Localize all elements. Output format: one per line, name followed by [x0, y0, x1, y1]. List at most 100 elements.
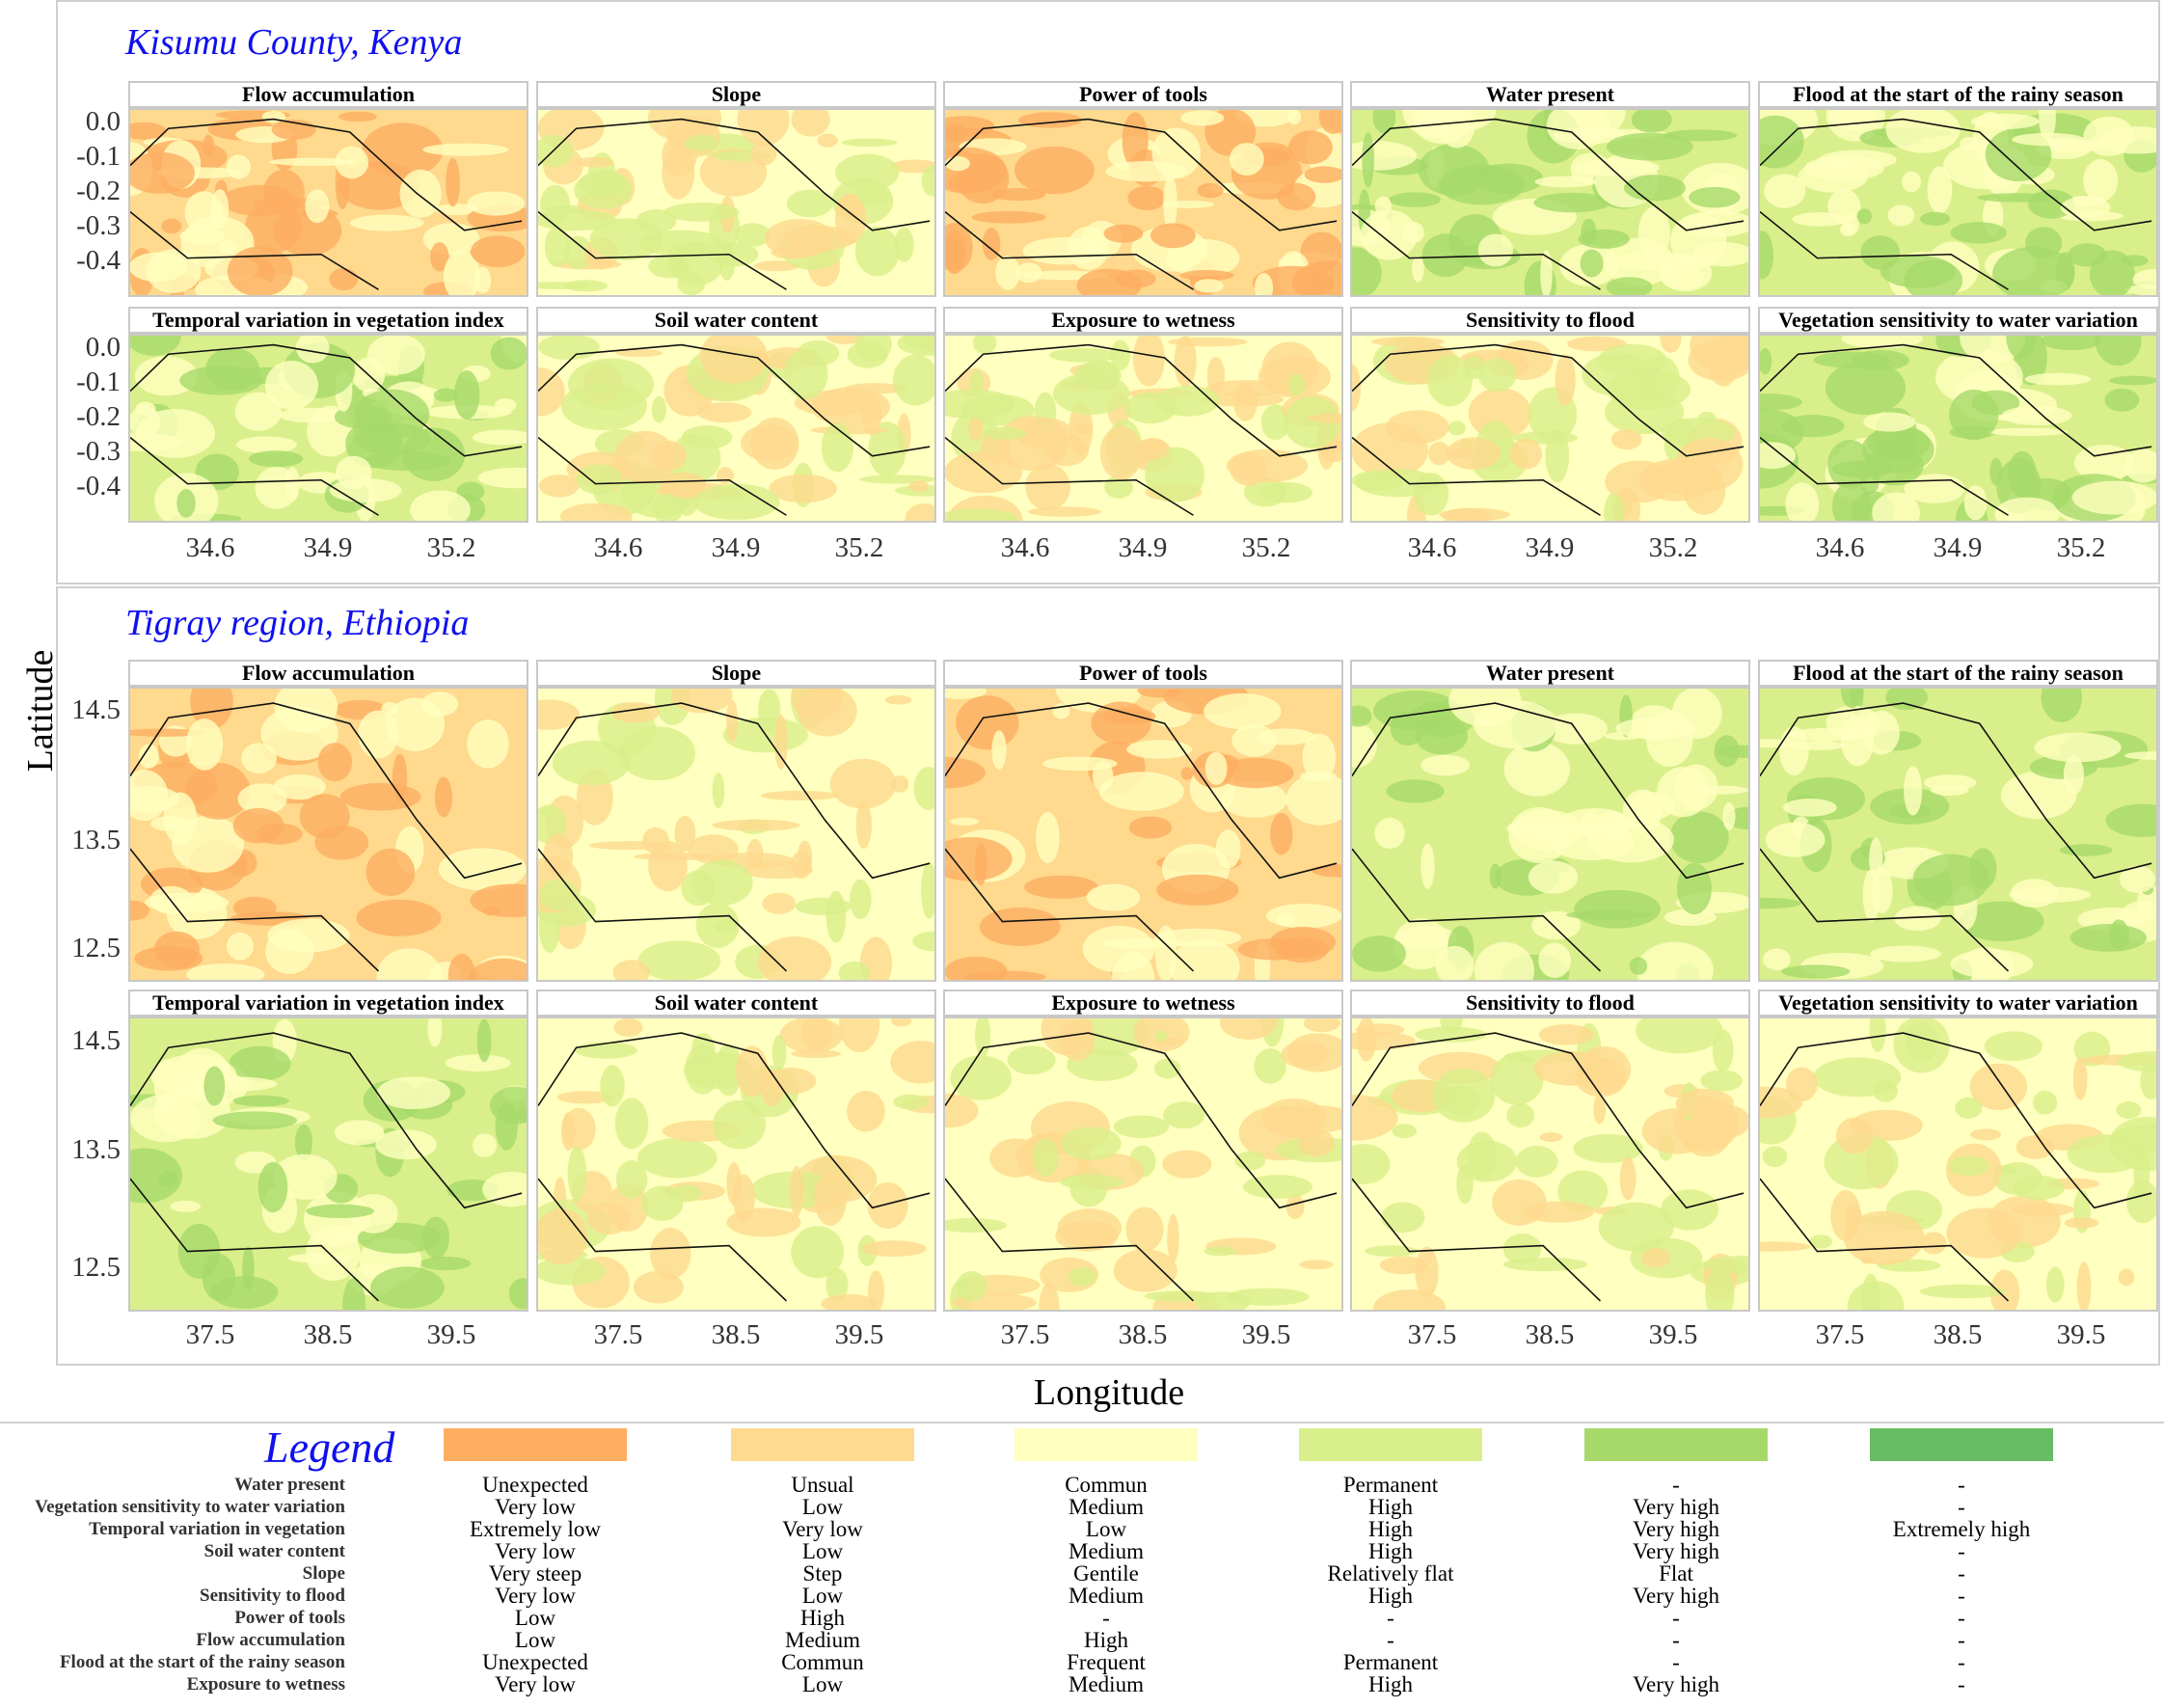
legend-cell: High: [1368, 1517, 1413, 1541]
legend-cell: -: [1958, 1628, 1965, 1652]
x-tick-label: 35.2: [1241, 532, 1291, 563]
legend-cell: Unexpected: [482, 1650, 588, 1674]
x-tick-label: 37.5: [185, 1319, 235, 1350]
legend-cell: -: [1387, 1628, 1394, 1652]
legend-row-label: Temporal variation in vegetation: [89, 1519, 345, 1539]
x-tick-label: 37.5: [1000, 1319, 1050, 1350]
legend-cell: Very low: [495, 1584, 576, 1608]
x-tick-label: 39.5: [2056, 1319, 2106, 1350]
panel-title: Water present: [1350, 660, 1750, 687]
x-tick-label: 39.5: [426, 1319, 476, 1350]
legend-cell: -: [1958, 1672, 1965, 1696]
legend-cell: -: [1672, 1606, 1680, 1630]
panel-title: Flow accumulation: [128, 660, 528, 687]
y-tick-label: -0.1: [76, 141, 121, 172]
legend-cell: Unexpected: [482, 1473, 588, 1497]
panel-title: Soil water content: [536, 990, 936, 1017]
map-panel: Flow accumulation: [128, 81, 528, 297]
map-raster: [943, 687, 1343, 982]
map-panel: Vegetation sensitivity to water variatio…: [1758, 307, 2158, 523]
x-tick-label: 38.5: [1525, 1319, 1575, 1350]
panel-title: Temporal variation in vegetation index: [128, 307, 528, 334]
x-tick-label: 34.9: [303, 532, 353, 563]
legend-cell: Medium: [1068, 1672, 1144, 1696]
legend-cell: -: [1958, 1561, 1965, 1586]
map-raster: [1350, 108, 1750, 297]
y-tick-label: -0.3: [76, 436, 121, 467]
x-tick-label: 34.9: [711, 532, 761, 563]
y-tick-label: -0.2: [76, 401, 121, 432]
legend-cell: High: [1368, 1584, 1413, 1608]
panel-title: Sensitivity to flood: [1350, 307, 1750, 334]
x-tick-label: 34.6: [1815, 532, 1865, 563]
map-panel: Temporal variation in vegetation index: [128, 990, 528, 1312]
legend-cell: Step: [802, 1561, 843, 1586]
map-panel: Slope: [536, 81, 936, 297]
legend-row-label: Exposure to wetness: [186, 1674, 345, 1694]
legend-cell: Medium: [1068, 1495, 1144, 1519]
panel-title: Flood at the start of the rainy season: [1758, 660, 2158, 687]
y-tick-label: 12.5: [71, 933, 121, 963]
legend-cell: -: [1958, 1495, 1965, 1519]
map-panel: Soil water content: [536, 307, 936, 523]
x-tick-label: 39.5: [834, 1319, 884, 1350]
x-tick-label: 34.6: [1407, 532, 1457, 563]
map-panel: Sensitivity to flood: [1350, 990, 1750, 1312]
x-tick-label: 39.5: [1241, 1319, 1291, 1350]
map-raster: [536, 108, 936, 297]
map-raster: [1758, 687, 2158, 982]
panel-title: Exposure to wetness: [943, 307, 1343, 334]
legend-cell: High: [1368, 1495, 1413, 1519]
legend-cell: Medium: [1068, 1584, 1144, 1608]
map-panel: Power of tools: [943, 81, 1343, 297]
legend-cell: -: [1958, 1539, 1965, 1563]
map-raster: [1350, 687, 1750, 982]
legend-cell: Low: [514, 1628, 556, 1652]
x-tick-label: 35.2: [1648, 532, 1698, 563]
panel-title: Power of tools: [943, 81, 1343, 108]
x-tick-label: 34.9: [1933, 532, 1983, 563]
map-panel: Flood at the start of the rainy season: [1758, 660, 2158, 982]
legend-row-label: Power of tools: [234, 1608, 345, 1628]
legend-cell: Frequent: [1067, 1650, 1146, 1674]
y-tick-label: 0.0: [85, 106, 121, 137]
map-raster: [943, 334, 1343, 523]
panel-title: Sensitivity to flood: [1350, 990, 1750, 1017]
panel-title: Vegetation sensitivity to water variatio…: [1758, 307, 2158, 334]
panel-title: Water present: [1350, 81, 1750, 108]
map-panel: Sensitivity to flood: [1350, 307, 1750, 523]
legend-row-label: Flood at the start of the rainy season: [59, 1652, 345, 1672]
map-panel: Temporal variation in vegetation index: [128, 307, 528, 523]
legend-row-label: Soil water content: [203, 1541, 345, 1561]
legend-cell: Extremely low: [469, 1517, 602, 1541]
x-tick-label: 35.2: [834, 532, 884, 563]
x-tick-label: 34.6: [593, 532, 643, 563]
x-tick-label: 38.5: [711, 1319, 761, 1350]
y-tick-label: 13.5: [71, 825, 121, 855]
legend-cell: -: [1958, 1606, 1965, 1630]
legend-cell: -: [1672, 1650, 1680, 1674]
legend-cell: High: [1368, 1672, 1413, 1696]
region-title-kisumu: Kisumu County, Kenya: [125, 22, 463, 63]
legend-swatch: [1014, 1428, 1198, 1461]
x-tick-label: 37.5: [1407, 1319, 1457, 1350]
y-tick-label: 0.0: [85, 332, 121, 363]
map-raster: [128, 334, 528, 523]
map-raster: [943, 1017, 1343, 1312]
legend-cell: High: [1368, 1539, 1413, 1563]
legend-cell: Very steep: [488, 1561, 582, 1586]
x-tick-label: 37.5: [593, 1319, 643, 1350]
legend-cell: Very low: [782, 1517, 863, 1541]
map-raster: [128, 108, 528, 297]
legend-cell: Low: [801, 1539, 844, 1563]
panel-title: Flood at the start of the rainy season: [1758, 81, 2158, 108]
legend-panel: [0, 1422, 2164, 1708]
y-axis-title: Latitude: [20, 649, 61, 773]
x-tick-label: 34.6: [185, 532, 235, 563]
legend-swatch: [444, 1428, 627, 1461]
panel-title: Slope: [536, 660, 936, 687]
legend-cell: Medium: [1068, 1539, 1144, 1563]
x-tick-label: 37.5: [1815, 1319, 1865, 1350]
legend-swatch: [1299, 1428, 1482, 1461]
legend-cell: -: [1387, 1606, 1394, 1630]
